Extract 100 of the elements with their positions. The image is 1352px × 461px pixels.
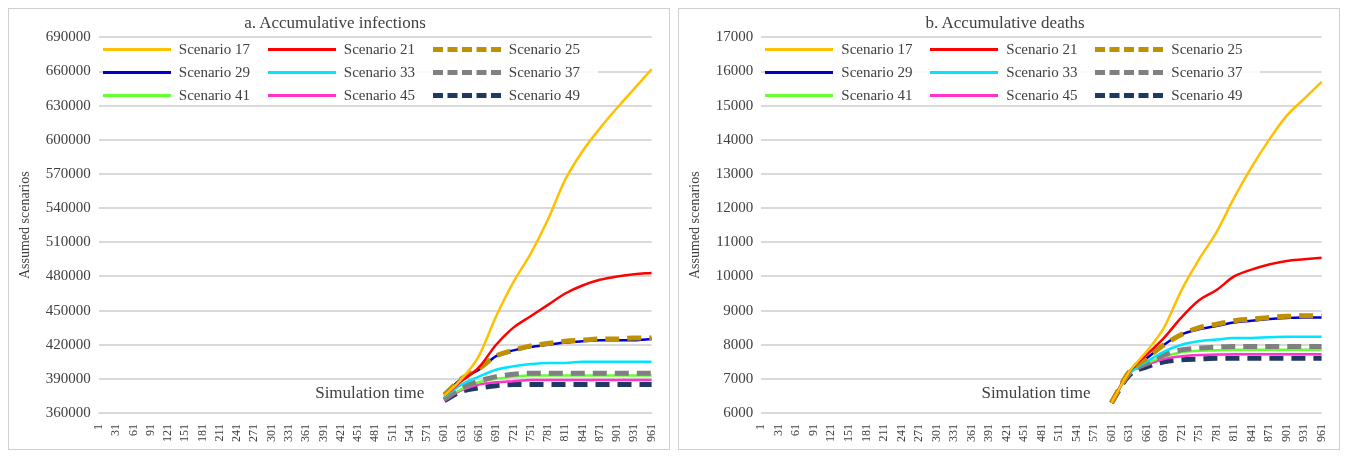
x-tick-label: 721 — [505, 424, 520, 442]
x-axis-title: Simulation time — [981, 383, 1091, 403]
x-tick-label: 721 — [1173, 424, 1188, 442]
x-tick-label: 631 — [453, 424, 468, 442]
y-tick-label: 7000 — [723, 369, 754, 386]
x-tick-label: 691 — [1156, 424, 1171, 442]
x-tick-label: 601 — [436, 424, 451, 442]
x-tick-label: 211 — [876, 424, 891, 442]
legend-label: Scenario 33 — [343, 64, 416, 82]
x-tick-label: 181 — [858, 424, 873, 442]
y-tick-label: 9000 — [723, 301, 754, 318]
x-tick-label: 301 — [928, 424, 943, 442]
x-tick-label: 511 — [384, 424, 399, 442]
x-tick-label: 121 — [160, 424, 175, 442]
x-tick-label: 151 — [177, 424, 192, 442]
x-tick-label: 481 — [367, 424, 382, 442]
legend-label: Scenario 21 — [1006, 41, 1078, 59]
x-tick-label: 241 — [893, 424, 908, 442]
x-tick-label: 901 — [609, 424, 624, 442]
x-tick-label: 151 — [841, 424, 855, 442]
x-tick-label: 841 — [574, 424, 589, 442]
x-tick-label: 1 — [753, 424, 768, 430]
y-tick-label: 16000 — [715, 62, 754, 79]
x-tick-label: 751 — [522, 424, 537, 442]
x-tick-label: 541 — [401, 424, 416, 442]
x-tick-label: 421 — [332, 424, 347, 442]
x-tick-label: 601 — [1103, 424, 1118, 442]
x-axis-title: Simulation time — [315, 383, 425, 403]
y-tick-label: 570000 — [45, 164, 91, 181]
x-tick-label: 901 — [1278, 424, 1293, 442]
x-tick-label: 271 — [911, 424, 926, 442]
legend-label: Scenario 49 — [508, 87, 581, 105]
legend-label: Scenario 21 — [343, 41, 416, 59]
x-tick-label: 451 — [1016, 424, 1031, 442]
y-tick-label: 690000 — [45, 28, 91, 45]
x-tick-label: 31 — [770, 424, 785, 436]
x-tick-label: 451 — [350, 424, 365, 442]
y-tick-label: 17000 — [715, 28, 754, 45]
legend-label: Scenario 17 — [178, 41, 251, 59]
legend-label: Scenario 45 — [1006, 87, 1078, 105]
y-tick-label: 360000 — [45, 403, 91, 420]
x-tick-label: 301 — [263, 424, 278, 442]
x-tick-label: 211 — [211, 424, 226, 442]
x-tick-label: 661 — [1138, 424, 1153, 442]
y-tick-label: 480000 — [45, 267, 91, 284]
x-tick-label: 871 — [591, 424, 606, 442]
x-tick-label: 421 — [998, 424, 1013, 442]
x-tick-label: 241 — [229, 424, 244, 442]
x-tick-label: 781 — [1208, 424, 1223, 442]
y-axis-title: Assumed scenarios — [17, 171, 33, 280]
y-tick-label: 600000 — [45, 130, 91, 147]
y-tick-label: 540000 — [45, 199, 91, 216]
y-tick-label: 6000 — [723, 403, 754, 420]
x-tick-label: 961 — [643, 424, 658, 442]
x-tick-label: 361 — [298, 424, 313, 442]
legend-label: Scenario 41 — [841, 87, 913, 105]
x-tick-label: 511 — [1051, 424, 1066, 442]
y-axis-title: Assumed scenarios — [687, 171, 703, 280]
legend-label: Scenario 49 — [1171, 87, 1243, 105]
x-tick-label: 331 — [280, 424, 295, 442]
y-tick-label: 11000 — [716, 233, 754, 250]
y-tick-label: 510000 — [45, 233, 91, 250]
x-tick-label: 91 — [142, 424, 157, 436]
legend-label: Scenario 37 — [1171, 64, 1243, 82]
x-tick-label: 871 — [1261, 424, 1276, 442]
x-tick-label: 931 — [1296, 424, 1311, 442]
x-tick-label: 751 — [1191, 424, 1206, 442]
x-tick-label: 91 — [805, 424, 820, 436]
y-tick-label: 8000 — [723, 335, 754, 352]
y-tick-label: 10000 — [715, 267, 754, 284]
x-tick-label: 931 — [626, 424, 641, 442]
y-tick-label: 13000 — [715, 164, 754, 181]
y-tick-label: 15000 — [715, 96, 754, 113]
legend-label: Scenario 25 — [1171, 41, 1243, 59]
x-tick-label: 391 — [315, 424, 330, 442]
legend-label: Scenario 37 — [508, 64, 581, 82]
x-tick-label: 961 — [1313, 424, 1328, 442]
x-tick-label: 31 — [108, 424, 123, 436]
x-tick-label: 61 — [125, 424, 140, 436]
y-tick-label: 660000 — [45, 62, 91, 79]
x-tick-label: 571 — [419, 424, 434, 442]
x-tick-label: 481 — [1033, 424, 1048, 442]
x-tick-label: 571 — [1086, 424, 1101, 442]
x-tick-label: 691 — [488, 424, 503, 442]
legend-label: Scenario 45 — [343, 87, 416, 105]
x-tick-label: 631 — [1121, 424, 1136, 442]
x-tick-label: 331 — [946, 424, 961, 442]
x-tick-label: 1 — [90, 424, 105, 430]
y-tick-label: 630000 — [45, 96, 91, 113]
x-tick-label: 361 — [963, 424, 978, 442]
chart-title: a. Accumulative infections — [244, 12, 426, 32]
legend-label: Scenario 29 — [841, 64, 913, 82]
chart-title: b. Accumulative deaths — [925, 12, 1085, 32]
x-tick-label: 661 — [471, 424, 486, 442]
y-tick-label: 14000 — [715, 130, 754, 147]
legend-label: Scenario 29 — [178, 64, 251, 82]
y-tick-label: 390000 — [45, 369, 91, 386]
y-tick-label: 420000 — [45, 335, 91, 352]
legend-label: Scenario 25 — [508, 41, 581, 59]
x-tick-label: 121 — [823, 424, 838, 442]
